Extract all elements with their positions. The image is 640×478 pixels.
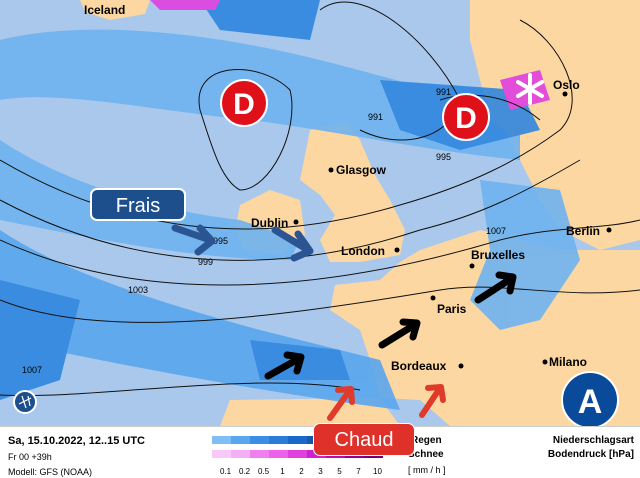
model-run: Fr 00 +39h <box>8 452 52 462</box>
isobar-label: 1003 <box>128 285 148 295</box>
isobar-label: 1007 <box>486 226 506 236</box>
snowflake-icon <box>516 73 544 105</box>
tick: 5 <box>337 467 342 476</box>
cold-arrow-icon <box>271 226 314 262</box>
city-label: Bordeaux <box>391 359 447 373</box>
city-label: Iceland <box>84 3 125 17</box>
city-label: Oslo <box>553 78 580 92</box>
isobar-label: 999 <box>198 257 213 267</box>
isobar-label: 991 <box>436 87 451 97</box>
scale-ticks: 0.1 0.2 0.5 1 2 3 5 7 10 <box>216 467 387 476</box>
low-pressure-center: D <box>442 93 490 141</box>
tick: 2 <box>299 467 304 476</box>
city-label: Dublin <box>251 216 288 230</box>
tick: 1 <box>280 467 285 476</box>
land-scandinavia <box>470 0 640 250</box>
warm-arrow-icon <box>378 318 421 349</box>
high-pressure-center: A <box>561 371 619 426</box>
warm-arrow-icon <box>474 271 517 304</box>
city-label: Berlin <box>566 224 600 238</box>
cold-air-label: Frais <box>90 188 186 221</box>
svg-text:A: A <box>578 383 603 421</box>
warm-arrow-icon <box>419 384 446 418</box>
cold-arrow-icon <box>171 224 216 256</box>
city-label: Milano <box>549 355 587 369</box>
land-britain <box>300 120 405 262</box>
isobar-label: 991 <box>368 112 383 122</box>
city-label: London <box>341 244 385 258</box>
isobar-label: 1007 <box>22 365 42 375</box>
valid-time: Sa, 15.10.2022, 12..15 UTC <box>8 435 145 447</box>
tick: 0.5 <box>257 467 270 476</box>
warm-arrow-icon <box>264 351 305 380</box>
tick: 3 <box>318 467 323 476</box>
weather-map: 991 991 995 995 999 1003 1007 1007 Icela… <box>0 0 640 426</box>
land-spain <box>220 398 400 426</box>
logo-globe-icon[interactable] <box>13 390 37 414</box>
snow-label: Schnee <box>408 449 444 460</box>
tick: 0.2 <box>238 467 251 476</box>
rain-label: Regen <box>411 435 442 446</box>
tick: 10 <box>373 467 382 476</box>
legend-title-pressure: Bodendruck [hPa] <box>547 449 634 460</box>
isobar-label: 995 <box>436 152 451 162</box>
city-label: Bruxelles <box>471 248 525 262</box>
svg-text:D: D <box>233 88 255 121</box>
land-iceland <box>80 0 150 20</box>
city-label: Paris <box>437 302 467 316</box>
city-label: Glasgow <box>336 163 387 177</box>
isobar-label: 995 <box>213 236 228 246</box>
svg-text:D: D <box>455 102 477 135</box>
warm-arrow-icon <box>327 386 355 421</box>
tick: 7 <box>356 467 361 476</box>
legend-title-type: Niederschlagsart <box>552 435 634 446</box>
tick: 0.1 <box>219 467 232 476</box>
low-pressure-center: D <box>220 79 268 127</box>
warm-air-label: Chaud <box>313 423 415 456</box>
unit-label: [ mm / h ] <box>408 465 446 475</box>
model-name: Modell: GFS (NOAA) <box>8 467 93 477</box>
